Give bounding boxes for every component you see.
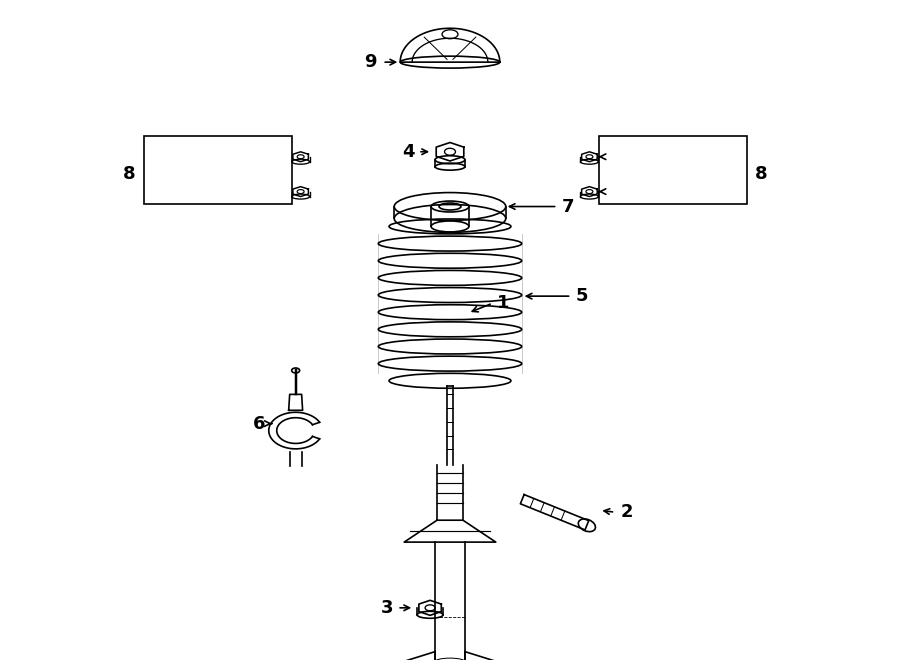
Bar: [144, 136, 292, 204]
Text: 9: 9: [364, 53, 376, 71]
Text: 1: 1: [497, 294, 509, 312]
Text: 6: 6: [253, 414, 266, 432]
Bar: [599, 136, 747, 204]
Text: 4: 4: [402, 143, 414, 161]
Text: 7: 7: [562, 198, 574, 215]
Text: 2: 2: [621, 503, 634, 522]
Text: 5: 5: [575, 287, 588, 305]
Text: 3: 3: [381, 599, 393, 617]
Text: 8: 8: [123, 165, 136, 182]
Text: 8: 8: [754, 165, 767, 182]
